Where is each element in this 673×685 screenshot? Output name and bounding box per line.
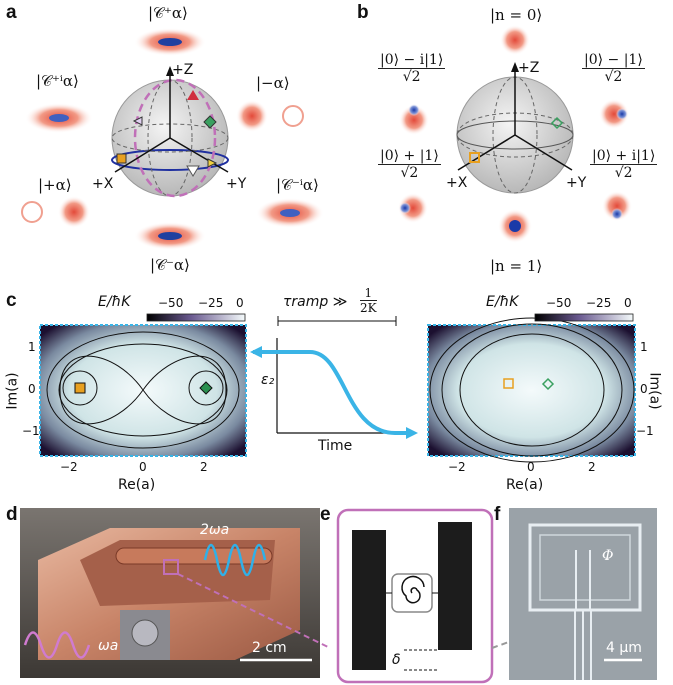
axis-label-z-a: +Z <box>172 62 194 78</box>
ket-c-minus-i: |𝒞⁻ⁱα⟩ <box>276 176 319 194</box>
panel-b-bloch-sphere <box>398 25 632 243</box>
panel-label-c: c <box>6 290 17 311</box>
left-xlabel: Re(a) <box>118 477 156 493</box>
panel-c-ramp-plot <box>250 316 418 439</box>
left-xtick-3: 2 <box>200 460 208 474</box>
right-ytick-3: −1 <box>636 424 654 438</box>
left-ytick-2: 0 <box>28 382 36 396</box>
state-ul: |0⟩ − i|1⟩ √2 <box>378 52 446 85</box>
ket-c-minus: |𝒞⁻α⟩ <box>150 256 190 274</box>
axis-label-z-b: +Z <box>518 60 540 76</box>
panel-label-f: f <box>494 504 501 525</box>
panel-a-bloch-sphere <box>21 28 324 250</box>
ket-n0: |n = 0⟩ <box>490 6 543 24</box>
left-ytick-1: 1 <box>28 340 36 354</box>
colorbar-tick-left-2: −25 <box>198 296 224 310</box>
panel-c-left-map <box>39 324 247 457</box>
panel-label-b: b <box>357 2 369 23</box>
ket-plus-alpha: |+α⟩ <box>38 176 72 194</box>
colorbar-title-right: E/ħK <box>486 294 519 310</box>
time-label: Time <box>318 438 353 454</box>
tau-fraction: 1 2K <box>360 286 377 315</box>
right-ytick-1: 1 <box>640 340 648 354</box>
panel-f-micrograph <box>509 508 657 680</box>
colorbar-tick-left-1: −50 <box>158 296 184 310</box>
colorbar-tick-right-2: −25 <box>586 296 612 310</box>
axis-label-x-a: +X <box>92 176 114 192</box>
phi-label: Φ <box>602 548 614 564</box>
omega-label: ωa <box>98 638 119 654</box>
left-ytick-3: −1 <box>22 424 40 438</box>
state-ur: |0⟩ − |1⟩ √2 <box>582 52 645 85</box>
axis-label-y-a: +Y <box>226 176 247 192</box>
omega2-label: 2ωa <box>200 522 230 538</box>
left-xtick-1: −2 <box>60 460 78 474</box>
axis-label-x-b: +X <box>446 175 468 191</box>
left-xtick-2: 0 <box>139 460 147 474</box>
delta-label: δ <box>392 652 401 668</box>
panel-label-d: d <box>6 504 18 525</box>
colorbar-title-left: E/ħK <box>98 294 131 310</box>
ket-n1: |n = 1⟩ <box>490 257 543 275</box>
eps2-label: ε₂ <box>261 372 275 388</box>
panel-label-a: a <box>6 2 17 23</box>
right-xtick-2: 0 <box>527 460 535 474</box>
state-ll: |0⟩ + |1⟩ √2 <box>378 148 441 181</box>
right-xtick-3: 2 <box>588 460 596 474</box>
tau-label: τramp ≫ <box>283 294 348 310</box>
colorbar-tick-right-3: 0 <box>624 296 632 310</box>
panel-d-photo <box>20 508 331 678</box>
axis-label-y-b: +Y <box>566 175 587 191</box>
left-ylabel: Im(a) <box>4 372 21 410</box>
right-ylabel: Im(a) <box>646 372 663 410</box>
ket-c-plus: |𝒞⁺α⟩ <box>148 4 188 22</box>
scale-bar-f: 4 μm <box>606 640 642 656</box>
panel-label-e: e <box>320 504 331 525</box>
colorbar-tick-right-1: −50 <box>546 296 572 310</box>
right-ytick-2: 0 <box>640 382 648 396</box>
state-lr: |0⟩ + i|1⟩ √2 <box>590 148 658 181</box>
panel-c-colorbars <box>146 313 634 322</box>
ket-c-plus-i: |𝒞⁺ⁱα⟩ <box>36 72 79 90</box>
scale-bar-d: 2 cm <box>252 640 287 656</box>
right-xlabel: Re(a) <box>506 477 544 493</box>
colorbar-tick-left-3: 0 <box>236 296 244 310</box>
panel-c-right-map <box>427 317 636 463</box>
ket-minus-alpha: |−α⟩ <box>256 74 290 92</box>
panel-e-schematic <box>336 508 521 684</box>
right-xtick-1: −2 <box>448 460 466 474</box>
